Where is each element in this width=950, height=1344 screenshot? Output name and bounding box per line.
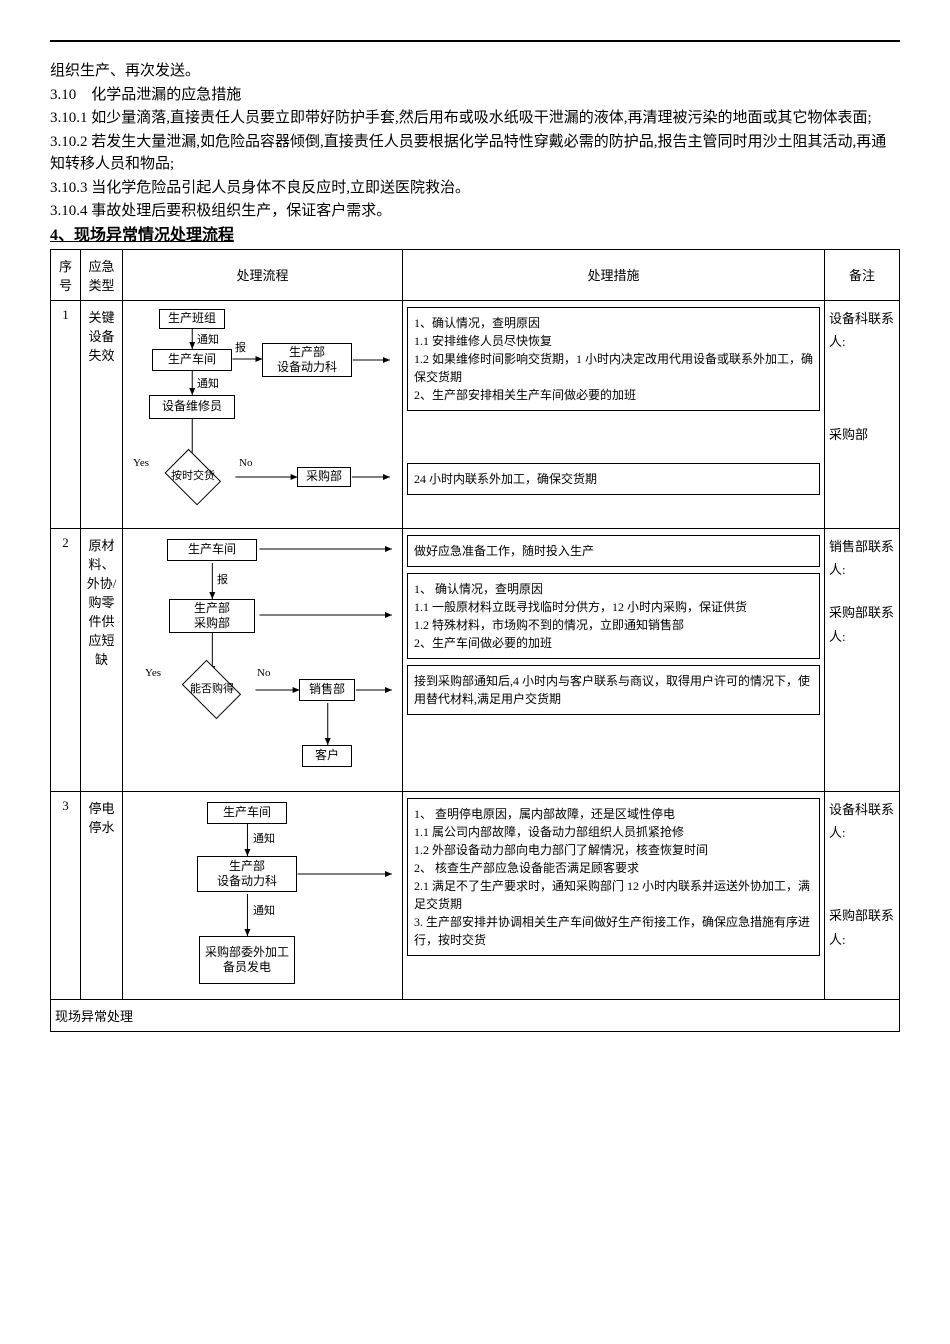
table-row: 1 关键设备失效 生产班组 通知 报 生产车间 生产部 设备动力科 通知: [51, 300, 900, 528]
header-type: 应急类型: [81, 249, 123, 300]
table-row: 2 原材料、外协/购零件供应短缺 生产车间 报 生产部 采购部 Yes No: [51, 528, 900, 791]
flow-cell: 生产车间 通知 生产部 设备动力科 通知 采购部委外加工 备员发电: [123, 791, 403, 999]
note-text: 采购部: [829, 423, 895, 446]
footer-cell: 现场异常处理: [51, 999, 900, 1031]
flow-decision: 能否购得: [171, 661, 253, 719]
flow-node: 生产部 设备动力科: [262, 343, 352, 377]
top-rule: [50, 40, 900, 42]
flow-node: 客户: [302, 745, 352, 767]
para-1: 3.10 化学品泄漏的应急措施: [50, 84, 900, 107]
flow-edge-label: 通知: [253, 902, 275, 918]
para-4: 3.10.3 当化学危险品引起人员身体不良反应时,立即送医院救治。: [50, 177, 900, 200]
no-label: No: [239, 457, 252, 469]
flow-node: 销售部: [299, 679, 355, 701]
measure-box: 做好应急准备工作，随时投入生产: [407, 535, 820, 567]
seq-cell: 1: [51, 300, 81, 528]
header-seq: 序号: [51, 249, 81, 300]
flow-edge-label: 通知: [197, 331, 219, 347]
measure-cell: 1、 查明停电原因，属内部故障，还是区域性停电 1.1 属公司内部故障，设备动力…: [403, 791, 825, 999]
header-flow: 处理流程: [123, 249, 403, 300]
flow-cell: 生产班组 通知 报 生产车间 生产部 设备动力科 通知 设备维修员 Yes No…: [123, 300, 403, 528]
note-text: 销售部联系人:: [829, 535, 895, 582]
para-2: 3.10.1 如少量滴落,直接责任人员要立即带好防护手套,然后用布或吸水纸吸干泄…: [50, 107, 900, 130]
measure-cell: 1、确认情况，查明原因 1.1 安排维修人员尽快恢复 1.2 如果维修时间影响交…: [403, 300, 825, 528]
yes-label: Yes: [133, 457, 149, 469]
header-measure: 处理措施: [403, 249, 825, 300]
header-note: 备注: [825, 249, 900, 300]
note-text: 采购部联系人:: [829, 601, 895, 648]
flow-node: 生产车间: [152, 349, 232, 371]
measure-box: 24 小时内联系外加工，确保交货期: [407, 463, 820, 495]
flow-edge-label: 报: [235, 339, 246, 355]
table-header-row: 序号 应急类型 处理流程 处理措施 备注: [51, 249, 900, 300]
flow-node: 采购部: [297, 467, 351, 487]
measure-box: 1、确认情况，查明原因 1.1 安排维修人员尽快恢复 1.2 如果维修时间影响交…: [407, 307, 820, 411]
flow-node: 生产部 采购部: [169, 599, 255, 633]
measure-box: 接到采购部通知后,4 小时内与客户联系与商议，取得用户许可的情况下，使用替代材料…: [407, 665, 820, 715]
note-cell: 销售部联系人: 采购部联系人:: [825, 528, 900, 791]
flow-node: 采购部委外加工 备员发电: [199, 936, 295, 984]
seq-cell: 2: [51, 528, 81, 791]
flow-edge-label: 报: [217, 571, 228, 587]
flow-node: 生产部 设备动力科: [197, 856, 297, 892]
type-cell: 原材料、外协/购零件供应短缺: [81, 528, 123, 791]
table-footer-row: 现场异常处理: [51, 999, 900, 1031]
table-row: 3 停电停水 生产车间 通知 生产部 设备动力科 通知 采购部委外加工 备员发电…: [51, 791, 900, 999]
process-table: 序号 应急类型 处理流程 处理措施 备注 1 关键设备失效 生产班组: [50, 249, 900, 1032]
section-title: 4、现场异常情况处理流程: [50, 224, 900, 248]
para-3: 3.10.2 若发生大量泄漏,如危险品容器倾倒,直接责任人员要根据化学品特性穿戴…: [50, 131, 900, 176]
note-cell: 设备科联系人: 采购部联系人:: [825, 791, 900, 999]
measure-box: 1、 查明停电原因，属内部故障，还是区域性停电 1.1 属公司内部故障，设备动力…: [407, 798, 820, 956]
note-text: 设备科联系人:: [829, 798, 895, 845]
note-cell: 设备科联系人: 采购部: [825, 300, 900, 528]
flow-edge-label: 通知: [197, 375, 219, 391]
flow-edge-label: 通知: [253, 830, 275, 846]
yes-label: Yes: [145, 667, 161, 679]
no-label: No: [257, 667, 270, 679]
flow-node: 生产车间: [167, 539, 257, 561]
measure-cell: 做好应急准备工作，随时投入生产 1、 确认情况，查明原因 1.1 一般原材料立既…: [403, 528, 825, 791]
flow-node: 设备维修员: [149, 395, 235, 419]
measure-box: 1、 确认情况，查明原因 1.1 一般原材料立既寻找临时分供方，12 小时内采购…: [407, 573, 820, 659]
flow-cell: 生产车间 报 生产部 采购部 Yes No 能否购得 销售部 客户: [123, 528, 403, 791]
note-text: 采购部联系人:: [829, 904, 895, 951]
para-5: 3.10.4 事故处理后要积极组织生产，保证客户需求。: [50, 200, 900, 223]
flow-node: 生产车间: [207, 802, 287, 824]
para-0: 组织生产、再次发送。: [50, 60, 900, 83]
note-text: 设备科联系人:: [829, 307, 895, 354]
intro-text: 组织生产、再次发送。 3.10 化学品泄漏的应急措施 3.10.1 如少量滴落,…: [50, 60, 900, 248]
type-cell: 停电停水: [81, 791, 123, 999]
seq-cell: 3: [51, 791, 81, 999]
flow-node: 生产班组: [159, 309, 225, 329]
flow-decision: 按时交货: [155, 449, 231, 505]
type-cell: 关键设备失效: [81, 300, 123, 528]
